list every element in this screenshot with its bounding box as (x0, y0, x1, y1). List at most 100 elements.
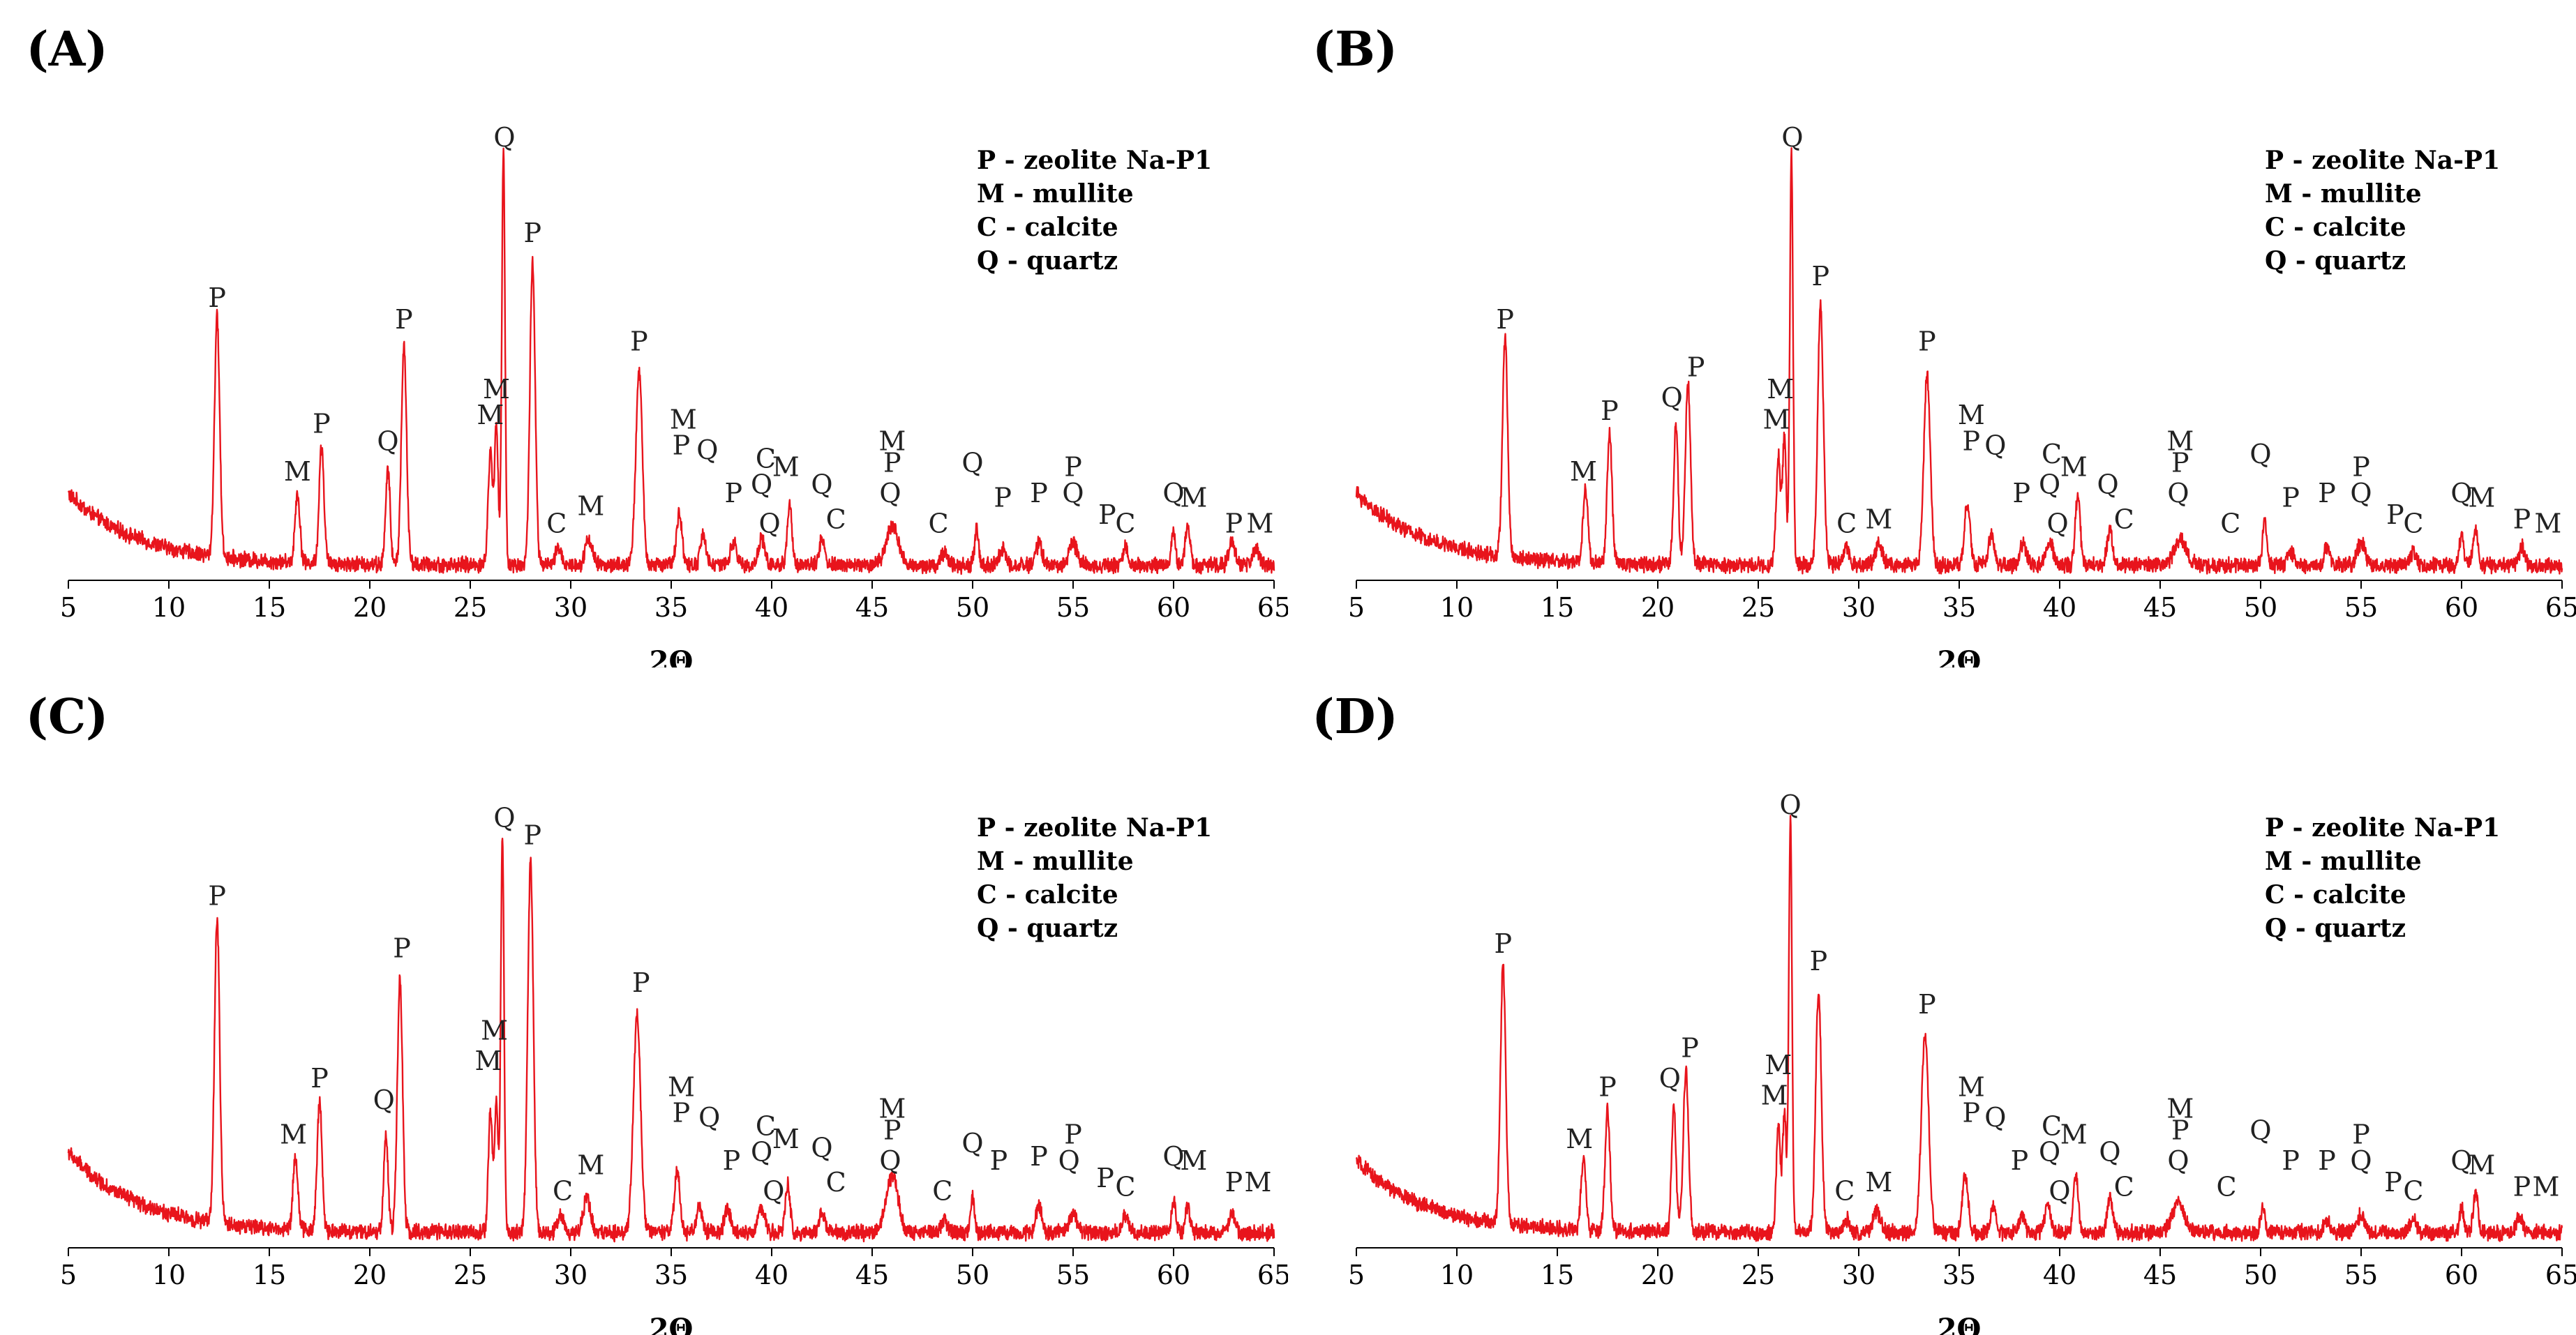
peak-annotation: M (1180, 482, 1207, 513)
peak-annotation: C (2042, 439, 2062, 469)
peak-annotation: M (878, 1093, 906, 1124)
x-tick-label: 45 (855, 1260, 889, 1290)
x-tick-label: 15 (1541, 592, 1574, 623)
legend-entry: Q - quartz (977, 246, 1118, 276)
peak-annotation: M (670, 404, 697, 435)
x-tick-label: 65 (1257, 1260, 1288, 1290)
legend-entry: M - mullite (977, 847, 1134, 876)
x-tick-label: 10 (152, 1260, 186, 1290)
x-tick-label: 35 (1942, 1260, 1976, 1290)
peak-annotation: C (2217, 1171, 2237, 1202)
x-tick-label: 60 (2445, 592, 2478, 623)
x-tick-label: 60 (2445, 1260, 2478, 1290)
peak-annotation: P (523, 218, 541, 248)
peak-annotation: Q (2039, 1137, 2060, 1168)
peak-annotation: P (1598, 1071, 1617, 1102)
x-tick-label: 40 (755, 592, 788, 623)
x-tick-label: 35 (1942, 592, 1976, 623)
panel-label: (A) (26, 22, 107, 77)
peak-annotation: Q (377, 425, 398, 456)
xrd-trace-line (1355, 815, 2563, 1242)
x-tick-label: 5 (60, 592, 77, 623)
x-tick-label: 40 (755, 1260, 788, 1290)
peak-annotation: Q (2049, 1176, 2070, 1207)
peak-annotation: Q (1984, 1102, 2006, 1133)
x-tick-label: 25 (1742, 1260, 1775, 1290)
peak-annotation: P (1810, 946, 1828, 976)
panel-c: (C) 5 10 15 20 25 30 35 40 45 50 55 60 65 2Θ P M P Q P M M Q P C… (0, 668, 1288, 1335)
peak-annotation: P (2318, 1145, 2336, 1176)
peak-annotation: Q (2450, 478, 2472, 508)
peak-annotation: Q (2047, 508, 2069, 539)
peak-annotation: P (2011, 1145, 2029, 1176)
panel-b: (B) 5 10 15 20 25 30 35 40 45 50 55 60 65 2Θ P M P Q P M M Q P C… (1288, 0, 2576, 668)
peak-annotation: P (2282, 1145, 2300, 1176)
peak-annotation: P (393, 933, 411, 963)
peak-annotation: M (2468, 1149, 2495, 1180)
peak-annotation: Q (493, 803, 515, 834)
peak-annotation: M (2060, 452, 2088, 483)
peak-annotation: M (2166, 1093, 2194, 1124)
peak-annotation: Q (811, 1132, 832, 1163)
peak-annotation: P (1496, 304, 1514, 335)
legend-entry: P - zeolite Na-P1 (977, 813, 1212, 843)
peak-annotation: C (2403, 508, 2423, 539)
peak-annotation: Q (2450, 1145, 2472, 1176)
peak-annotation: M (1244, 1167, 1271, 1198)
peak-annotation: Q (2097, 469, 2119, 500)
x-axis-title: 2Θ (1938, 1313, 1982, 1335)
peak-annotation: C (2114, 1171, 2134, 1202)
peak-annotation: Q (2039, 469, 2060, 500)
x-tick-label: 45 (2143, 592, 2177, 623)
peak-annotation: P (723, 1145, 741, 1176)
peak-annotation: Q (1162, 1141, 1184, 1172)
peak-annotation: P (2318, 478, 2336, 508)
peak-annotation: P (1064, 452, 1082, 483)
peak-annotation: Q (2167, 478, 2189, 508)
peak-annotation: C (929, 508, 949, 539)
peak-annotation: P (208, 881, 226, 912)
peak-annotation: M (1761, 1080, 1788, 1111)
peak-annotation: M (474, 1046, 502, 1076)
legend-entry: P - zeolite Na-P1 (977, 146, 1212, 175)
peak-annotation: P (673, 430, 691, 461)
peak-annotation: Q (879, 1145, 901, 1176)
peak-annotation: Q (759, 508, 781, 539)
peak-annotation: P (1918, 326, 1936, 356)
peak-annotation: M (2532, 1171, 2559, 1202)
peak-annotation: M (1180, 1145, 1207, 1176)
peak-annotation: Q (493, 122, 515, 153)
peak-annotation: P (1687, 352, 1705, 383)
peak-annotation: P (2513, 1171, 2531, 1202)
peak-annotation: Q (1162, 478, 1184, 508)
xrd-trace-line (1355, 147, 2563, 575)
peak-annotation: M (577, 491, 604, 522)
peak-annotation: M (1566, 1124, 1593, 1154)
peak-annotation: M (1570, 456, 1597, 487)
peak-annotation: M (1958, 1071, 1985, 1102)
peak-annotation: C (756, 1110, 776, 1141)
legend-entry: Q - quartz (2265, 246, 2406, 276)
peak-annotation: C (826, 1167, 846, 1198)
peak-annotation: P (2386, 499, 2404, 530)
peak-annotation: P (990, 1145, 1008, 1176)
peak-annotation: M (1865, 1167, 1892, 1198)
peak-annotation: C (546, 508, 567, 539)
peak-annotation: M (1958, 400, 1985, 430)
x-tick-label: 45 (855, 592, 889, 623)
peak-annotation: P (2282, 482, 2300, 513)
peak-annotation: P (1811, 261, 1829, 292)
x-tick-label: 10 (152, 592, 186, 623)
x-tick-label: 15 (253, 592, 286, 623)
peak-annotation: Q (811, 469, 832, 500)
x-tick-label: 20 (353, 592, 387, 623)
peak-annotation: C (1836, 508, 1857, 539)
legend-entry: M - mullite (977, 179, 1134, 209)
x-tick-label: 50 (2244, 592, 2277, 623)
peak-annotation: M (668, 1071, 695, 1102)
peak-annotation: Q (2249, 1115, 2271, 1146)
legend-entry: C - calcite (2265, 880, 2406, 910)
panel-a: (A) 5 10 15 20 25 30 35 40 45 50 55 60 65 2Θ P M P Q P M M Q P C… (0, 0, 1288, 668)
peak-annotation: P (208, 282, 226, 313)
